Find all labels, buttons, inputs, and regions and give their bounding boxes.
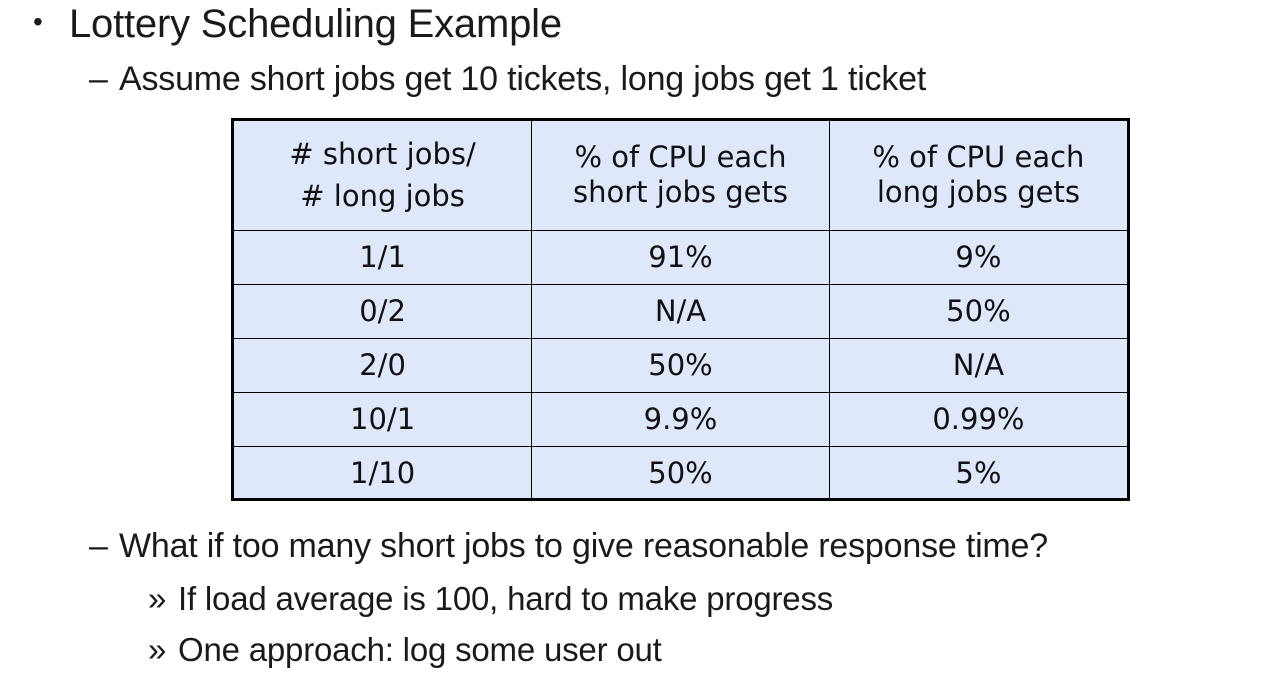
cell-job-ratio: 1/1 — [234, 229, 533, 285]
cell-long-share: N/A — [828, 337, 1127, 393]
guillemet-marker: » — [148, 580, 167, 617]
cell-job-ratio: 2/0 — [234, 337, 533, 393]
table-row: 10/1 9.9% 0.99% — [234, 391, 1127, 447]
dash-marker: – — [89, 527, 108, 565]
header-line: % of CPU each — [574, 140, 787, 175]
header-job-ratio: # short jobs/ # long jobs — [234, 121, 533, 231]
header-line: long jobs gets — [876, 175, 1080, 210]
dash-marker: – — [89, 60, 108, 98]
cell-short-share: 91% — [531, 229, 830, 285]
table-row: 1/10 50% 5% — [234, 445, 1127, 500]
table-header-row: # short jobs/ # long jobs % of CPU each … — [234, 121, 1127, 231]
slide-title-bullet: • Lottery Scheduling Example — [33, 2, 562, 47]
cell-long-share: 50% — [828, 283, 1127, 339]
cell-short-share: 50% — [531, 445, 830, 500]
cell-job-ratio: 10/1 — [234, 391, 533, 447]
bullet-marker: • — [33, 6, 43, 37]
nested-bullet-text: One approach: log some user out — [178, 631, 662, 668]
sub-bullet-question: – What if too many short jobs to give rea… — [89, 527, 1048, 566]
nested-bullet-text: If load average is 100, hard to make pro… — [178, 580, 834, 617]
cpu-share-table: # short jobs/ # long jobs % of CPU each … — [231, 118, 1130, 501]
header-long-share: % of CPU each long jobs gets — [828, 121, 1127, 231]
slide-title: Lottery Scheduling Example — [69, 2, 562, 46]
cell-job-ratio: 1/10 — [234, 445, 533, 500]
header-short-share: % of CPU each short jobs gets — [531, 121, 830, 231]
table-row: 1/1 91% 9% — [234, 229, 1127, 285]
cell-job-ratio: 0/2 — [234, 283, 533, 339]
cell-long-share: 0.99% — [828, 391, 1127, 447]
sub-bullet-text: Assume short jobs get 10 tickets, long j… — [119, 60, 927, 98]
sub-bullet-text: What if too many short jobs to give reas… — [119, 527, 1048, 565]
sub-bullet-tickets: – Assume short jobs get 10 tickets, long … — [89, 60, 926, 99]
nested-bullet-approach: » One approach: log some user out — [148, 631, 662, 669]
cell-short-share: N/A — [531, 283, 830, 339]
cell-long-share: 5% — [828, 445, 1127, 500]
header-line: # long jobs — [300, 179, 465, 214]
header-line: % of CPU each — [872, 140, 1085, 175]
cell-long-share: 9% — [828, 229, 1127, 285]
header-line: short jobs gets — [572, 175, 788, 210]
nested-bullet-load: » If load average is 100, hard to make pr… — [148, 580, 833, 618]
header-line: # short jobs/ — [289, 137, 476, 172]
guillemet-marker: » — [148, 631, 167, 668]
cell-short-share: 9.9% — [531, 391, 830, 447]
table-row: 0/2 N/A 50% — [234, 283, 1127, 339]
table-row: 2/0 50% N/A — [234, 337, 1127, 393]
cell-short-share: 50% — [531, 337, 830, 393]
